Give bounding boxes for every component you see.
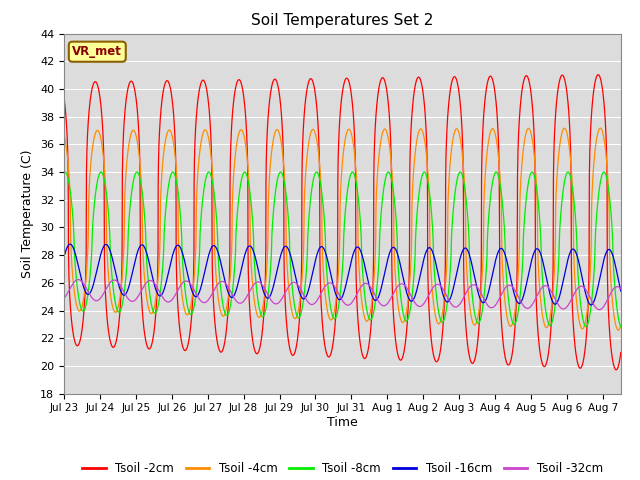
Tsoil -4cm: [596, 125, 604, 131]
Tsoil -32cm: [500, 288, 508, 294]
Title: Soil Temperatures Set 2: Soil Temperatures Set 2: [252, 13, 433, 28]
Tsoil -4cm: [499, 278, 507, 284]
Tsoil -16cm: [587, 302, 595, 308]
Tsoil -8cm: [617, 324, 625, 330]
Tsoil -2cm: [301, 105, 308, 111]
Tsoil -16cm: [67, 241, 74, 247]
Line: Tsoil -16cm: Tsoil -16cm: [64, 244, 621, 305]
Line: Tsoil -32cm: Tsoil -32cm: [64, 279, 621, 310]
Tsoil -4cm: [60, 132, 68, 138]
Tsoil -32cm: [301, 294, 308, 300]
Tsoil -4cm: [313, 139, 321, 144]
Y-axis label: Soil Temperature (C): Soil Temperature (C): [22, 149, 35, 278]
Line: Tsoil -8cm: Tsoil -8cm: [64, 172, 621, 327]
Tsoil -8cm: [500, 212, 508, 217]
Tsoil -32cm: [314, 297, 321, 303]
Tsoil -2cm: [612, 367, 620, 372]
Tsoil -4cm: [617, 323, 625, 328]
Tsoil -32cm: [60, 295, 68, 301]
Tsoil -8cm: [169, 169, 177, 175]
Tsoil -16cm: [60, 254, 68, 260]
Tsoil -32cm: [595, 307, 603, 312]
Tsoil -16cm: [375, 292, 383, 298]
Tsoil -4cm: [301, 186, 308, 192]
Tsoil -8cm: [60, 170, 68, 176]
Line: Tsoil -4cm: Tsoil -4cm: [64, 128, 621, 330]
Tsoil -16cm: [301, 295, 308, 301]
Tsoil -32cm: [375, 300, 383, 305]
Tsoil -4cm: [375, 152, 383, 158]
Tsoil -2cm: [617, 349, 625, 355]
Tsoil -4cm: [612, 324, 620, 330]
Tsoil -2cm: [612, 367, 620, 372]
Tsoil -8cm: [328, 313, 336, 319]
Tsoil -8cm: [375, 252, 383, 258]
Tsoil -8cm: [612, 300, 620, 306]
Tsoil -32cm: [612, 284, 620, 289]
Tsoil -16cm: [617, 288, 625, 294]
Tsoil -8cm: [314, 169, 321, 175]
Tsoil -2cm: [60, 95, 68, 100]
Line: Tsoil -2cm: Tsoil -2cm: [64, 75, 621, 370]
Tsoil -4cm: [614, 327, 622, 333]
Tsoil -2cm: [328, 345, 336, 351]
Tsoil -16cm: [328, 279, 336, 285]
Tsoil -16cm: [314, 251, 321, 257]
Tsoil -2cm: [595, 72, 602, 78]
X-axis label: Time: Time: [327, 416, 358, 429]
Tsoil -32cm: [74, 276, 82, 282]
Tsoil -4cm: [328, 316, 336, 322]
Tsoil -2cm: [375, 84, 383, 90]
Tsoil -32cm: [617, 286, 625, 292]
Text: VR_met: VR_met: [72, 45, 122, 58]
Tsoil -16cm: [500, 248, 508, 253]
Tsoil -2cm: [313, 107, 321, 113]
Tsoil -2cm: [499, 341, 507, 347]
Tsoil -32cm: [328, 281, 336, 287]
Tsoil -16cm: [612, 267, 620, 273]
Tsoil -8cm: [301, 285, 308, 290]
Legend: Tsoil -2cm, Tsoil -4cm, Tsoil -8cm, Tsoil -16cm, Tsoil -32cm: Tsoil -2cm, Tsoil -4cm, Tsoil -8cm, Tsoi…: [77, 457, 607, 480]
